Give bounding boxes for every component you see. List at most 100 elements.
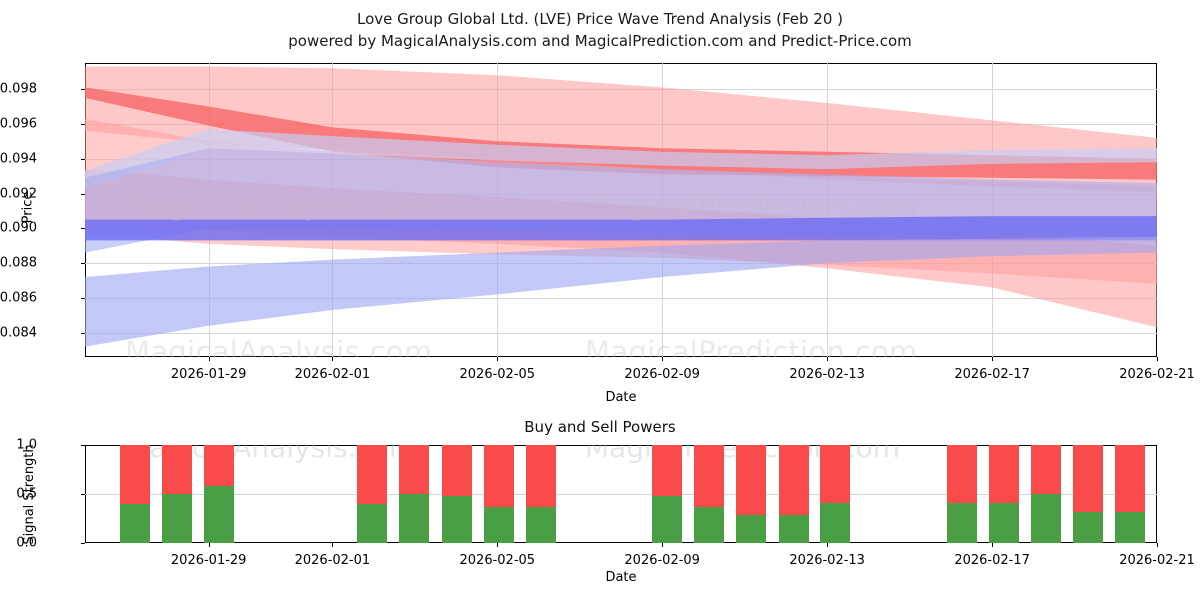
x-tick-mark — [1157, 543, 1158, 547]
x-tick-label: 2026-02-13 — [789, 367, 865, 382]
x-tick-mark — [497, 543, 499, 547]
sell-segment — [1030, 445, 1061, 494]
bar-2026-02-18[interactable] — [1030, 445, 1061, 543]
sell-segment — [735, 445, 766, 515]
buy-segment — [357, 503, 388, 543]
sell-segment — [988, 445, 1019, 503]
bar-2026-02-10[interactable] — [693, 445, 724, 543]
sell-segment — [1073, 445, 1104, 512]
buy-segment — [735, 514, 766, 543]
gridline — [85, 297, 1157, 299]
price-chart-plot: MagicalAnalysis.com MagicalPrediction.co… — [85, 63, 1157, 357]
y-tick-mark — [81, 228, 85, 230]
x-tick-label: 2026-02-05 — [459, 553, 536, 568]
x-tick-mark — [208, 357, 210, 361]
buy-segment — [652, 495, 683, 543]
buy-segment — [442, 495, 472, 543]
bar-2026-02-02[interactable] — [357, 445, 388, 543]
y-tick-label: 0.092 — [0, 186, 37, 201]
page-subtitle: powered by MagicalAnalysis.com and Magic… — [288, 32, 912, 50]
x-tick-mark — [992, 543, 994, 547]
y-tick-label: 0.5 — [16, 486, 37, 502]
buy-segment — [162, 494, 193, 543]
x-tick-mark — [662, 357, 664, 361]
y-tick-label: 0.096 — [0, 116, 37, 132]
buy-segment — [120, 503, 151, 543]
sell-segment — [483, 445, 514, 507]
x-tick-mark — [497, 357, 499, 361]
bar-2026-02-19[interactable] — [1073, 445, 1104, 543]
buy-segment — [1115, 511, 1146, 543]
x-tick-label: 2026-02-21 — [1119, 553, 1195, 568]
x-tick-label: 2026-02-09 — [624, 553, 700, 568]
buy-segment — [525, 506, 556, 543]
sell-segment — [652, 445, 683, 496]
buy-segment — [1073, 511, 1104, 543]
buy-segment — [778, 514, 809, 543]
x-tick-mark — [827, 543, 829, 547]
bar-2026-02-16[interactable] — [946, 445, 977, 543]
sell-segment — [442, 445, 472, 496]
bar-2026-02-09[interactable] — [652, 445, 683, 543]
x-tick-mark — [992, 357, 994, 361]
bar-2026-02-03[interactable] — [399, 445, 430, 543]
x-tick-label: 2026-02-05 — [459, 367, 536, 382]
y-tick-label: 0.094 — [0, 151, 37, 167]
y-tick-mark — [81, 332, 85, 334]
bar-2026-02-06[interactable] — [525, 445, 556, 543]
x-tick-mark — [332, 357, 334, 361]
powers-chart-title: Buy and Sell Powers — [524, 418, 676, 436]
sell-segment — [357, 445, 388, 504]
buy-segment — [483, 506, 514, 543]
x-tick-mark — [208, 543, 210, 547]
sell-segment — [120, 445, 151, 504]
x-tick-label: 2026-02-13 — [789, 553, 865, 568]
y-tick-mark — [81, 445, 85, 446]
buy-segment — [988, 502, 1019, 543]
price-chart-x-axis-title: Date — [605, 390, 637, 405]
x-tick-label: 2026-02-01 — [294, 553, 371, 568]
y-tick-label: 1.0 — [16, 437, 37, 453]
sell-segment — [693, 445, 724, 507]
x-tick-label: 2026-02-01 — [294, 367, 371, 382]
powers-bars — [85, 445, 1157, 543]
bar-2026-01-27[interactable] — [120, 445, 151, 543]
bar-2026-02-20[interactable] — [1115, 445, 1146, 543]
y-tick-label: 0.098 — [0, 81, 37, 97]
bar-2026-02-11[interactable] — [735, 445, 766, 543]
sell-segment — [1115, 445, 1146, 512]
y-tick-label: 0.0 — [16, 535, 37, 551]
title-block: Love Group Global Ltd. (LVE) Price Wave … — [0, 8, 1200, 52]
bar-2026-02-12[interactable] — [778, 445, 809, 543]
bar-2026-02-04[interactable] — [442, 445, 472, 543]
y-tick-mark — [81, 193, 85, 195]
bar-2026-02-17[interactable] — [988, 445, 1019, 543]
bar-2026-02-13[interactable] — [820, 445, 851, 543]
buy-segment — [693, 506, 724, 543]
price-wave-chart: MagicalAnalysis.com MagicalPrediction.co… — [85, 63, 1157, 357]
sell-segment — [778, 445, 809, 515]
x-tick-label: 2026-02-17 — [954, 553, 1030, 568]
y-tick-label: 0.088 — [0, 255, 37, 271]
band-lower-support-band-blue — [85, 237, 1157, 347]
buy-segment — [1030, 494, 1061, 543]
x-tick-mark — [827, 357, 829, 361]
x-tick-mark — [1157, 357, 1158, 361]
bar-2026-01-28[interactable] — [162, 445, 193, 543]
y-tick-mark — [81, 158, 85, 160]
price-chart-y-axis-title: Price — [20, 191, 36, 224]
bar-2026-01-29[interactable] — [204, 445, 234, 543]
bar-2026-02-05[interactable] — [483, 445, 514, 543]
gridline — [85, 332, 1157, 334]
band-upper-wave-band-blue — [85, 129, 1157, 189]
x-tick-label: 2026-02-09 — [624, 367, 700, 382]
y-tick-label: 0.086 — [0, 290, 37, 306]
buy-segment — [820, 502, 851, 543]
gridline — [85, 494, 1157, 495]
powers-chart-y-axis-title: Signal Strength — [22, 444, 37, 545]
sell-segment — [946, 445, 977, 503]
buy-segment — [399, 494, 430, 543]
powers-chart-x-axis-title: Date — [605, 570, 637, 585]
y-tick-mark — [81, 494, 85, 495]
